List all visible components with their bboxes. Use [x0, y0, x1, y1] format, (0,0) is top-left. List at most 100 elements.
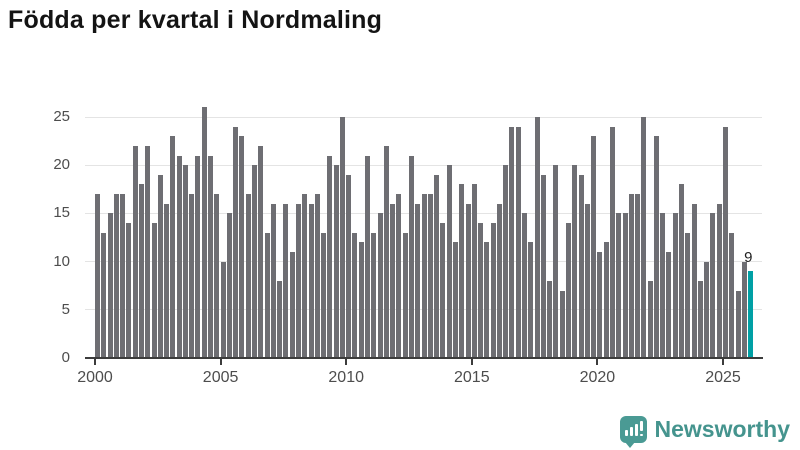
bar: [277, 280, 283, 358]
y-tick-label: 0: [61, 349, 70, 366]
logo-exclamation-dot: [639, 434, 643, 436]
bar: [691, 203, 697, 358]
bar: [195, 155, 201, 358]
bar: [735, 290, 741, 358]
bar: [252, 165, 257, 358]
bar: [471, 184, 477, 358]
bar: [597, 251, 603, 358]
x-tick-mark: [596, 359, 599, 365]
bar: [704, 261, 710, 358]
bar: [566, 223, 571, 358]
bar: [427, 194, 433, 358]
bar: [503, 165, 509, 358]
bar: [145, 145, 151, 358]
bar: [371, 232, 377, 358]
bar: [685, 232, 691, 358]
bar: [559, 290, 565, 358]
bar: [609, 126, 615, 358]
bar: [591, 136, 597, 358]
bar: [176, 155, 182, 358]
bar: [220, 261, 226, 358]
bar: [314, 194, 320, 358]
bar: [572, 165, 578, 358]
bar: [245, 194, 251, 358]
bar: [509, 126, 515, 358]
bar: [283, 203, 289, 358]
x-tick-mark: [345, 359, 348, 365]
x-tick-label: 2005: [202, 369, 239, 386]
bar: [616, 213, 622, 358]
bar: [440, 223, 446, 358]
x-tick-label: 2010: [328, 369, 364, 386]
bar: [434, 174, 440, 358]
bar: [151, 223, 157, 358]
bar: [741, 261, 747, 358]
bar: [95, 194, 100, 358]
bar: [120, 194, 126, 358]
bar: [490, 223, 496, 358]
bar: [528, 242, 534, 358]
x-tick-mark: [94, 359, 96, 365]
bar: [339, 117, 345, 358]
bar: [672, 213, 678, 358]
bar: [666, 251, 672, 358]
bar: [534, 117, 540, 358]
x-tick-mark: [470, 359, 473, 365]
bar: [264, 232, 270, 358]
bar: [321, 232, 327, 358]
bar: [365, 155, 371, 358]
bar: [723, 126, 728, 358]
bar: [515, 126, 521, 358]
bar: [622, 213, 628, 358]
bar: [540, 174, 546, 358]
bar: [396, 194, 402, 358]
bar: [446, 165, 452, 358]
bar: [258, 145, 264, 358]
bar: [553, 165, 559, 358]
bar: [226, 213, 232, 358]
bar: [679, 184, 685, 358]
gridline: [85, 116, 762, 118]
bar: [421, 194, 427, 358]
bar: [716, 203, 722, 358]
bar: [496, 203, 502, 358]
bar: [101, 232, 107, 358]
bar: [484, 242, 490, 358]
x-tick-mark: [219, 359, 222, 365]
bar: [233, 126, 239, 358]
logo-exclamation-glyph: [639, 421, 643, 431]
gridline: [85, 164, 762, 166]
bar: [478, 223, 484, 358]
x-tick-mark: [722, 359, 724, 365]
bar: [377, 213, 383, 358]
last-value-label: 9: [744, 249, 753, 267]
bar: [182, 165, 188, 358]
x-tick-label: 2000: [77, 369, 113, 386]
newsworthy-brand-link[interactable]: Newsworthy: [619, 416, 790, 448]
x-tick-label: 2020: [579, 369, 616, 386]
bar: [270, 203, 276, 358]
bar: [289, 251, 295, 358]
bar: [578, 174, 584, 358]
bar: [346, 174, 352, 358]
bar: [126, 223, 132, 358]
logo-bar-glyph: [629, 427, 633, 436]
bar: [295, 203, 301, 358]
bar: [113, 194, 119, 358]
y-tick-label: 25: [53, 108, 70, 125]
bar: [157, 174, 163, 358]
bar: [635, 194, 641, 358]
bar: [327, 155, 333, 358]
y-tick-label: 20: [53, 156, 70, 174]
bar: [239, 136, 245, 358]
bar: [465, 203, 471, 358]
bar: [697, 280, 703, 358]
bar: [208, 155, 214, 358]
bar: [107, 213, 113, 358]
bar: [189, 194, 195, 358]
bar: [522, 213, 528, 358]
bar: [628, 194, 634, 358]
bar: [459, 184, 465, 358]
bar: [214, 194, 220, 358]
